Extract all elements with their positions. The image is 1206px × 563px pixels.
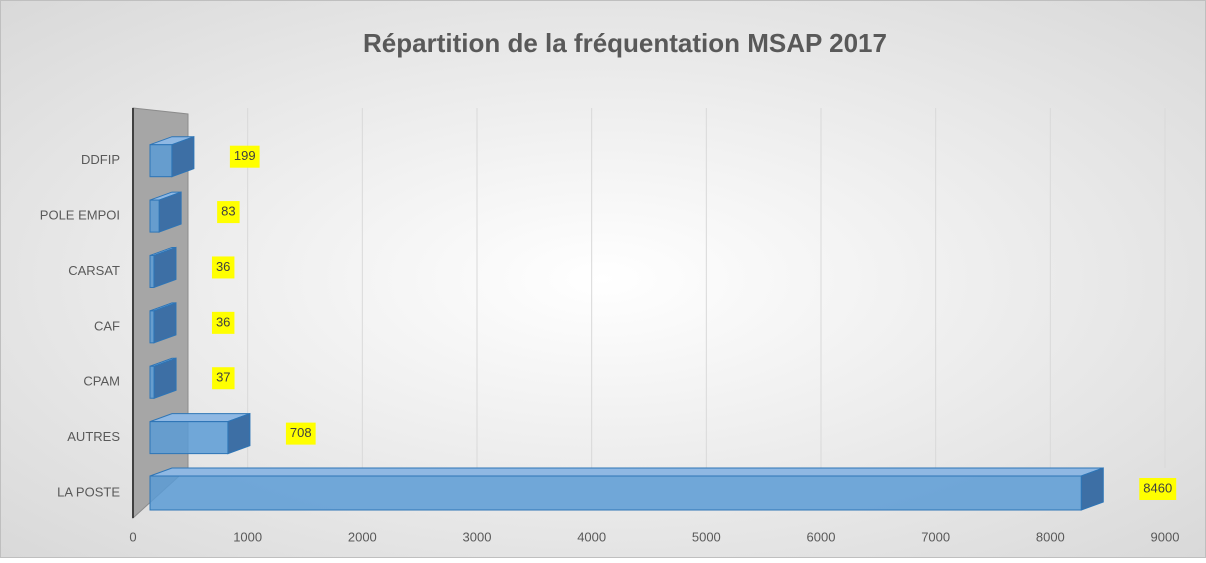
value-label-box xyxy=(212,367,235,390)
value-label: 8460 xyxy=(1143,480,1172,495)
y-tick-label: POLE EMPOI xyxy=(40,208,120,223)
value-label-box xyxy=(211,311,235,334)
bar xyxy=(149,135,195,178)
bar-face xyxy=(149,421,229,455)
x-tick-label: 1000 xyxy=(233,529,262,544)
x-tick-label: 8000 xyxy=(1036,529,1065,544)
bar xyxy=(149,412,251,455)
x-tick-label: 3000 xyxy=(463,529,492,544)
bar-face xyxy=(149,254,155,288)
bar xyxy=(149,302,177,344)
y-tick-label: CARSAT xyxy=(68,263,120,278)
bar xyxy=(149,191,182,233)
bar xyxy=(149,246,177,289)
x-tick-label: 5000 xyxy=(692,529,721,544)
bar-face xyxy=(149,310,155,344)
x-tick-label: 7000 xyxy=(921,529,950,544)
value-label-box xyxy=(229,145,260,168)
value-label: 83 xyxy=(221,204,235,219)
bar-face xyxy=(149,467,1104,477)
x-tick-label: 4000 xyxy=(577,529,606,544)
y-tick-label: CAF xyxy=(94,318,120,333)
value-label: 37 xyxy=(216,370,230,385)
bar-face xyxy=(149,199,160,233)
value-label: 199 xyxy=(234,148,256,163)
value-label: 708 xyxy=(290,425,312,440)
y-tick-label: DDFIP xyxy=(81,152,120,167)
y-tick-label: CPAM xyxy=(83,374,120,389)
bar-face xyxy=(149,365,155,399)
value-label-box xyxy=(217,201,240,224)
x-tick-label: 2000 xyxy=(348,529,377,544)
value-label-box xyxy=(1139,478,1177,500)
value-label-box xyxy=(285,422,316,445)
y-tick-label: AUTRES xyxy=(67,429,120,444)
bar-face xyxy=(1080,467,1104,511)
value-label: 36 xyxy=(216,314,230,329)
x-tick-label: 6000 xyxy=(807,529,836,544)
value-label: 36 xyxy=(216,259,230,274)
value-label-box xyxy=(211,256,235,279)
y-tick-label: LA POSTE xyxy=(57,484,120,499)
bar-face xyxy=(149,144,173,178)
bar xyxy=(149,467,1104,511)
bar-face xyxy=(149,475,1082,511)
chart-title: Répartition de la fréquentation MSAP 201… xyxy=(363,28,887,58)
bar xyxy=(149,357,177,399)
x-tick-label: 9000 xyxy=(1151,529,1180,544)
x-tick-label: 0 xyxy=(129,529,136,544)
